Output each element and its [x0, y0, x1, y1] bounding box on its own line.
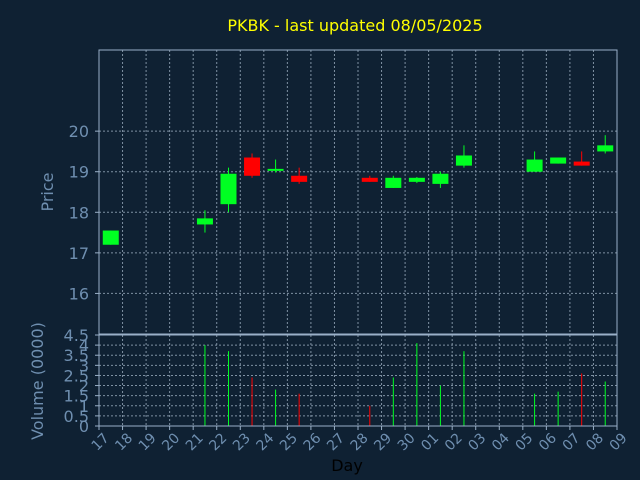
volume-tick-label: 3 [79, 356, 89, 375]
candle-up [455, 145, 472, 168]
x-tick-label: 19 [136, 430, 160, 454]
candle-body [385, 177, 402, 188]
candle-down [291, 167, 308, 184]
x-tick-label: 22 [206, 430, 230, 454]
candle-body [408, 177, 425, 182]
axis-layer: 17 18 19 20 21 22 23 24 25 26 27 28 29 30 01 02 03 04 05 06… [64, 49, 631, 454]
candle-body [597, 145, 614, 152]
candle-down [361, 175, 378, 182]
price-tick-label: 16 [69, 284, 89, 303]
candle-up [526, 151, 543, 172]
x-tick-label: 20 [159, 430, 183, 454]
x-tick-label: 25 [277, 430, 301, 454]
price-tick-label: 19 [69, 163, 89, 182]
x-tick-label: 08 [583, 430, 607, 454]
x-tick-label: 27 [324, 430, 348, 454]
x-tick-label: 26 [301, 430, 325, 454]
candle-up [102, 230, 119, 245]
candle-up [220, 167, 237, 213]
x-tick-label: 24 [254, 430, 278, 454]
candle-body [573, 161, 590, 166]
price-tick-label: 18 [69, 203, 89, 222]
x-tick-label: 21 [183, 430, 207, 454]
candle-body [291, 175, 308, 182]
price-axis-label: Price [38, 172, 57, 211]
volume-tick-label: 1.5 [64, 387, 89, 406]
candle-down [573, 151, 590, 166]
candle-body [196, 218, 213, 225]
x-tick-label: 02 [442, 430, 466, 454]
volume-tick-label: 2.5 [64, 366, 89, 385]
volume-axis-label: Volume (0000) [28, 322, 47, 440]
candle-up [597, 135, 614, 154]
volume-tick-label: 0 [79, 417, 89, 436]
x-tick-label: 07 [560, 430, 584, 454]
candle-down [244, 153, 261, 178]
candle-up [550, 157, 567, 164]
price-panel-frame [98, 49, 618, 335]
x-tick-label: 17 [89, 430, 113, 454]
candle-body [102, 230, 119, 245]
candle-up [432, 171, 449, 188]
candle-body [455, 155, 472, 166]
candle-up [196, 210, 213, 233]
price-tick-label: 17 [69, 244, 89, 263]
candle-body [432, 173, 449, 184]
candle-body [220, 173, 237, 205]
volume-tick-label: 1 [79, 397, 89, 416]
grid-layer [99, 50, 617, 426]
x-tick-label: 28 [348, 430, 372, 454]
volume-tick-label: 4 [79, 336, 89, 355]
candle-body [526, 159, 543, 172]
x-tick-label: 05 [513, 430, 537, 454]
x-tick-label: 06 [536, 430, 560, 454]
x-tick-label: 30 [395, 430, 419, 454]
x-tick-label: 23 [230, 430, 254, 454]
candle-layer [102, 135, 614, 245]
x-tick-label: 29 [371, 430, 395, 454]
x-tick-label: 18 [112, 430, 136, 454]
x-tick-label: 03 [465, 430, 489, 454]
x-tick-label: 01 [418, 430, 442, 454]
x-axis-label: Day [331, 456, 363, 475]
candle-up [408, 176, 425, 184]
candle-body [361, 177, 378, 182]
volume-tick-label: 3.5 [64, 346, 89, 365]
x-tick-label: 04 [489, 430, 513, 454]
volume-tick-label: 2 [79, 377, 89, 396]
volume-tick-label: 0.5 [64, 407, 89, 426]
candle-up [385, 175, 402, 188]
candle-body [550, 157, 567, 164]
x-tick-label: 09 [607, 430, 631, 454]
price-tick-label: 20 [69, 122, 89, 141]
candle-body [244, 157, 261, 176]
candle-body [267, 168, 284, 171]
chart-title: PKBK - last updated 08/05/2025 [227, 16, 482, 35]
volume-tick-label: 4.5 [64, 326, 89, 345]
candle-up [267, 159, 284, 173]
volume-layer [204, 343, 606, 426]
